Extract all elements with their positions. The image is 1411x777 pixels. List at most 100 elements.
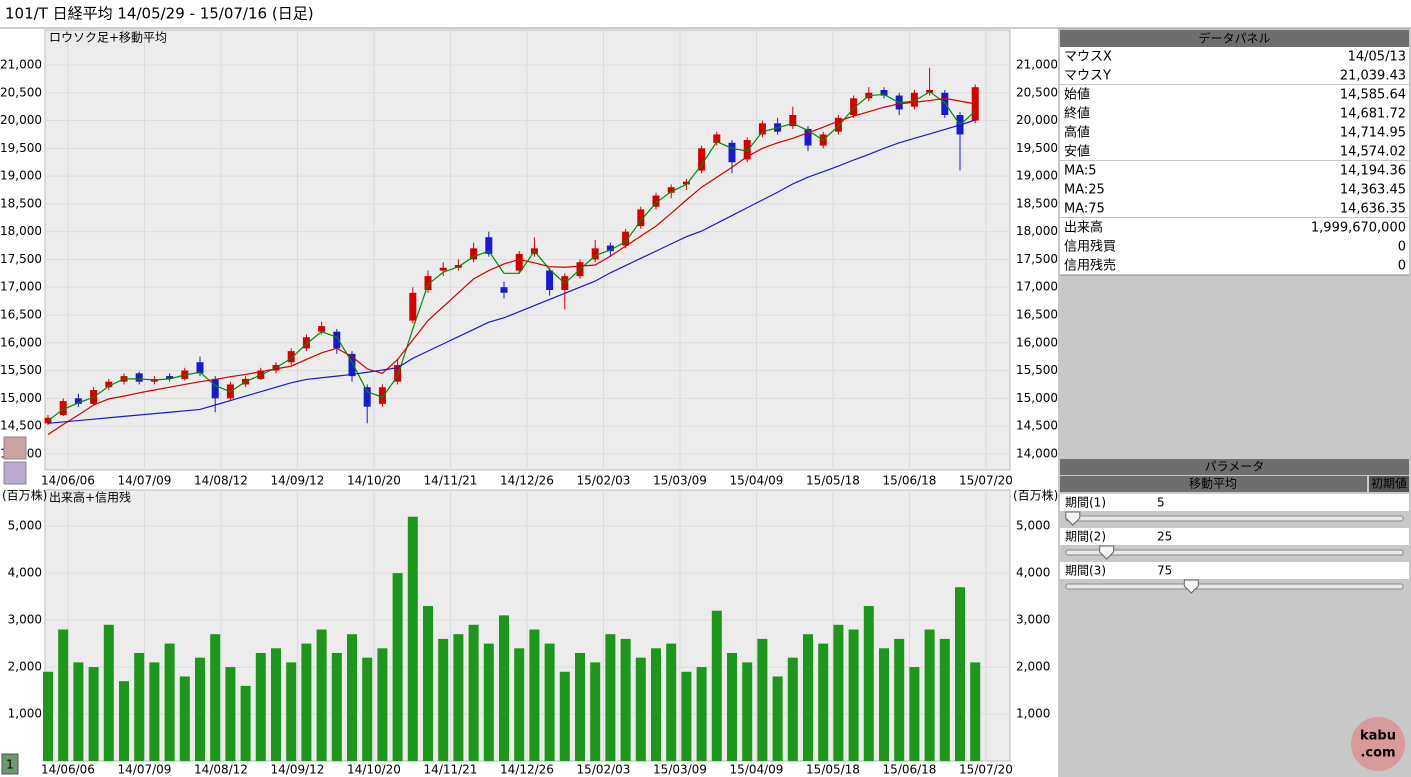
volume-bar xyxy=(58,629,69,761)
y-tick-label: 1,000 xyxy=(8,707,42,721)
candle-body xyxy=(196,362,204,374)
y-tick-label-right: 14,000 xyxy=(1016,446,1058,460)
page-button-box[interactable] xyxy=(1,753,19,775)
candle-body xyxy=(378,387,386,404)
param-row xyxy=(1060,528,1409,545)
logo-badge xyxy=(1351,717,1405,771)
volume-bar xyxy=(894,638,905,761)
volume-bar xyxy=(757,638,768,761)
volume-bar xyxy=(164,643,175,761)
candle-body xyxy=(394,365,402,382)
volume-bar xyxy=(575,652,585,761)
y-tick-label-right: 17,500 xyxy=(1016,252,1058,266)
data-value: 0 xyxy=(1398,240,1406,255)
volume-bar xyxy=(635,657,646,761)
volume-bar xyxy=(88,667,99,761)
data-row xyxy=(1060,47,1409,66)
volume-bar xyxy=(803,634,813,761)
y-tick-label: 3,000 xyxy=(8,613,42,627)
candle-body xyxy=(834,117,842,132)
volume-bar xyxy=(301,643,312,761)
candle-body xyxy=(743,140,751,160)
candle-body xyxy=(135,373,143,382)
data-value: 14,574.02 xyxy=(1340,145,1406,160)
volume-bar xyxy=(225,667,236,761)
param-value: 5 xyxy=(1157,496,1165,510)
volume-bar xyxy=(833,624,844,761)
y-tick-label: 2,000 xyxy=(8,660,42,674)
data-row xyxy=(1060,104,1409,123)
volume-bar xyxy=(210,634,221,761)
volume-bar xyxy=(103,624,114,761)
data-value: 21,039.43 xyxy=(1340,69,1406,84)
moving-average-line xyxy=(47,97,976,435)
y-tick-label-right: 18,000 xyxy=(1016,224,1058,238)
candle-body xyxy=(287,351,295,363)
data-label: 信用残売 xyxy=(1064,258,1116,274)
candle-body xyxy=(682,181,690,185)
slider-track[interactable] xyxy=(1065,515,1404,522)
candle-body xyxy=(318,326,326,332)
unit-label: (百万株) xyxy=(2,488,47,503)
y-tick-label-right: 19,500 xyxy=(1016,141,1058,155)
data-row xyxy=(1060,66,1409,85)
y-tick-label-right: 4,000 xyxy=(1016,566,1050,580)
x-tick-label: 14/12/26 xyxy=(500,763,554,777)
tab[interactable] xyxy=(1060,476,1367,492)
slider-knob[interactable] xyxy=(1183,579,1199,594)
slider-knob[interactable] xyxy=(1065,511,1081,526)
unit-label-right: (百万株) xyxy=(1013,488,1058,503)
volume-bar xyxy=(73,662,84,761)
data-row xyxy=(1060,142,1409,161)
candle-body xyxy=(302,337,310,349)
slider-track[interactable] xyxy=(1065,549,1404,556)
volume-bar xyxy=(271,648,281,761)
volume-bar xyxy=(392,573,403,761)
tool-icon[interactable] xyxy=(3,436,27,460)
data-label: マウスY xyxy=(1064,69,1111,84)
volume-bar xyxy=(590,662,601,761)
volume-bar xyxy=(468,624,479,761)
y-tick-label: 17,000 xyxy=(0,280,42,294)
y-tick-label: 20,000 xyxy=(0,113,42,127)
page-button[interactable]: 1 xyxy=(6,758,14,772)
x-tick-label: 15/05/18 xyxy=(806,474,860,488)
candle-body xyxy=(546,270,554,290)
y-tick-label-right: 20,500 xyxy=(1016,85,1058,99)
y-tick-label: 17,500 xyxy=(0,252,42,266)
slider-track[interactable] xyxy=(1065,583,1404,590)
volume-bar xyxy=(544,643,555,761)
slider-knob[interactable] xyxy=(1099,545,1115,560)
y-tick-label-right: 15,000 xyxy=(1016,391,1058,405)
volume-bar xyxy=(179,676,190,761)
volume-bar xyxy=(787,657,798,761)
data-label: MA:5 xyxy=(1064,164,1097,179)
volume-bar xyxy=(43,671,53,761)
reset-button-label[interactable]: 初期値 xyxy=(1371,476,1407,491)
candle-body xyxy=(698,148,706,171)
x-tick-label: 15/03/09 xyxy=(653,474,707,488)
reset-button[interactable] xyxy=(1369,476,1409,492)
volume-bar xyxy=(818,643,829,761)
volume-bar xyxy=(240,685,251,761)
tool-icon[interactable] xyxy=(3,461,27,485)
data-row xyxy=(1060,180,1409,199)
volume-bar xyxy=(772,676,783,761)
param-value: 75 xyxy=(1157,564,1172,578)
volume-bar xyxy=(970,662,981,761)
param-row xyxy=(1060,562,1409,579)
candle-body xyxy=(348,353,356,377)
y-tick-label: 4,000 xyxy=(8,566,42,580)
volume-bar xyxy=(377,648,388,761)
y-tick-label-right: 14,500 xyxy=(1016,419,1058,433)
panel-header-title: パラメータ xyxy=(1205,460,1265,474)
candle-body xyxy=(667,187,675,193)
y-tick-label-right: 3,000 xyxy=(1016,613,1050,627)
candle-body xyxy=(439,267,447,271)
x-tick-label: 14/10/20 xyxy=(347,474,401,488)
tab-label[interactable]: 移動平均 xyxy=(1189,477,1237,491)
y-tick-label-right: 1,000 xyxy=(1016,707,1050,721)
param-row xyxy=(1060,494,1409,511)
y-tick-label: 14,500 xyxy=(0,419,42,433)
